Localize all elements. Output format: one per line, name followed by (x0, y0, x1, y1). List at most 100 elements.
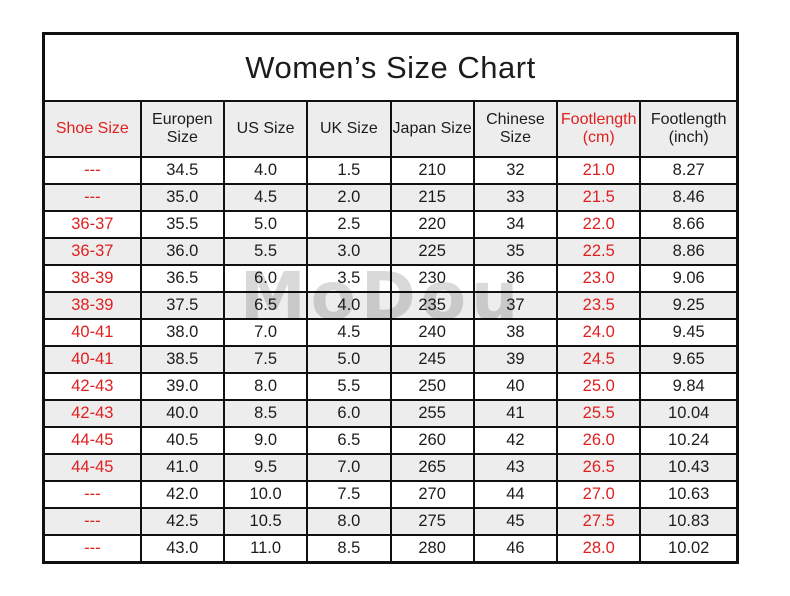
table-cell: 39.0 (139, 372, 225, 401)
table-cell: 22.0 (556, 210, 642, 239)
table-cell: 39 (472, 345, 559, 374)
table-cell: 9.5 (222, 453, 309, 482)
table-cell: 43 (472, 453, 559, 482)
table-cell: 6.5 (306, 426, 392, 455)
table-cell: 5.0 (222, 210, 309, 239)
table-cell: 250 (389, 372, 475, 401)
table-cell: 10.0 (222, 480, 309, 509)
table-cell: 4.5 (306, 318, 392, 347)
table-cell: 255 (389, 399, 475, 428)
table-cell: 34.5 (139, 156, 225, 185)
table-cell: 38.0 (139, 318, 225, 347)
table-cell: 3.0 (306, 237, 392, 266)
table-cell: 260 (389, 426, 475, 455)
womens-size-chart: Women’s Size Chart Shoe Size Europen Size… (42, 32, 739, 564)
table-row: 36-37 35.5 5.0 2.5 220 34 22.0 8.66 (42, 210, 739, 239)
table-cell: 36.5 (139, 264, 225, 293)
table-cell: 9.84 (639, 372, 739, 401)
table-cell: 21.0 (556, 156, 642, 185)
table-cell: --- (42, 183, 142, 212)
column-header: Chinese Size (472, 100, 559, 158)
table-cell: 23.5 (556, 291, 642, 320)
table-cell: 230 (389, 264, 475, 293)
table-cell: 40.0 (139, 399, 225, 428)
table-cell: 40.5 (139, 426, 225, 455)
table-cell: 28.0 (556, 534, 642, 564)
table-cell: 24.0 (556, 318, 642, 347)
table-cell: 10.04 (639, 399, 739, 428)
table-row: --- 43.0 11.0 8.5 280 46 28.0 10.02 (42, 534, 739, 564)
table-cell: 21.5 (556, 183, 642, 212)
table-cell: 225 (389, 237, 475, 266)
table-cell: 43.0 (139, 534, 225, 564)
table-cell: 4.0 (222, 156, 309, 185)
table-cell: 10.24 (639, 426, 739, 455)
table-cell: 240 (389, 318, 475, 347)
table-cell: 9.65 (639, 345, 739, 374)
table-cell: 27.5 (556, 507, 642, 536)
table-cell: 8.5 (222, 399, 309, 428)
table-row: 38-39 36.5 6.0 3.5 230 36 23.0 9.06 (42, 264, 739, 293)
table-row: --- 42.5 10.5 8.0 275 45 27.5 10.83 (42, 507, 739, 536)
table-row: --- 42.0 10.0 7.5 270 44 27.0 10.63 (42, 480, 739, 509)
table-cell: 270 (389, 480, 475, 509)
table-cell: 7.5 (306, 480, 392, 509)
column-header: US Size (222, 100, 309, 158)
table-cell: 265 (389, 453, 475, 482)
table-cell: 40-41 (42, 345, 142, 374)
table-cell: 9.06 (639, 264, 739, 293)
table-cell: 42-43 (42, 372, 142, 401)
table-row: 40-41 38.5 7.5 5.0 245 39 24.5 9.65 (42, 345, 739, 374)
table-cell: 36 (472, 264, 559, 293)
column-header: Europen Size (139, 100, 225, 158)
table-cell: 280 (389, 534, 475, 564)
table-cell: 44-45 (42, 426, 142, 455)
table-cell: 33 (472, 183, 559, 212)
table-row: 42-43 40.0 8.5 6.0 255 41 25.5 10.04 (42, 399, 739, 428)
table-cell: 42 (472, 426, 559, 455)
table-cell: 42.0 (139, 480, 225, 509)
table-cell: 42.5 (139, 507, 225, 536)
table-cell: 7.0 (306, 453, 392, 482)
table-cell: 5.0 (306, 345, 392, 374)
table-row: 44-45 40.5 9.0 6.5 260 42 26.0 10.24 (42, 426, 739, 455)
table-cell: 42-43 (42, 399, 142, 428)
column-header: Shoe Size (42, 100, 142, 158)
table-row: 42-43 39.0 8.0 5.5 250 40 25.0 9.84 (42, 372, 739, 401)
table-cell: 8.86 (639, 237, 739, 266)
header-row: Shoe Size Europen Size US Size UK Size Japan… (42, 100, 739, 158)
table-cell: 26.5 (556, 453, 642, 482)
table-cell: --- (42, 480, 142, 509)
table-cell: 6.5 (222, 291, 309, 320)
table-cell: 5.5 (306, 372, 392, 401)
table-cell: 35.0 (139, 183, 225, 212)
table-cell: 38-39 (42, 291, 142, 320)
table-cell: 37 (472, 291, 559, 320)
table-cell: 10.5 (222, 507, 309, 536)
table-cell: 6.0 (222, 264, 309, 293)
table-cell: 8.27 (639, 156, 739, 185)
table-cell: 8.0 (222, 372, 309, 401)
table-row: 38-39 37.5 6.5 4.0 235 37 23.5 9.25 (42, 291, 739, 320)
table-cell: --- (42, 507, 142, 536)
table-cell: 8.46 (639, 183, 739, 212)
table-cell: --- (42, 534, 142, 564)
table-cell: 44-45 (42, 453, 142, 482)
page-title: Women’s Size Chart (42, 32, 739, 102)
table-cell: 215 (389, 183, 475, 212)
table-cell: 9.25 (639, 291, 739, 320)
table-cell: 36.0 (139, 237, 225, 266)
table-cell: 10.02 (639, 534, 739, 564)
table-cell: 35 (472, 237, 559, 266)
table-cell: 4.0 (306, 291, 392, 320)
table-cell: 25.5 (556, 399, 642, 428)
table-cell: 38.5 (139, 345, 225, 374)
table-cell: 245 (389, 345, 475, 374)
table-cell: 210 (389, 156, 475, 185)
table-cell: 8.0 (306, 507, 392, 536)
table-cell: 5.5 (222, 237, 309, 266)
table-cell: 25.0 (556, 372, 642, 401)
table-cell: 4.5 (222, 183, 309, 212)
table-cell: 36-37 (42, 237, 142, 266)
table-row: --- 34.5 4.0 1.5 210 32 21.0 8.27 (42, 156, 739, 185)
